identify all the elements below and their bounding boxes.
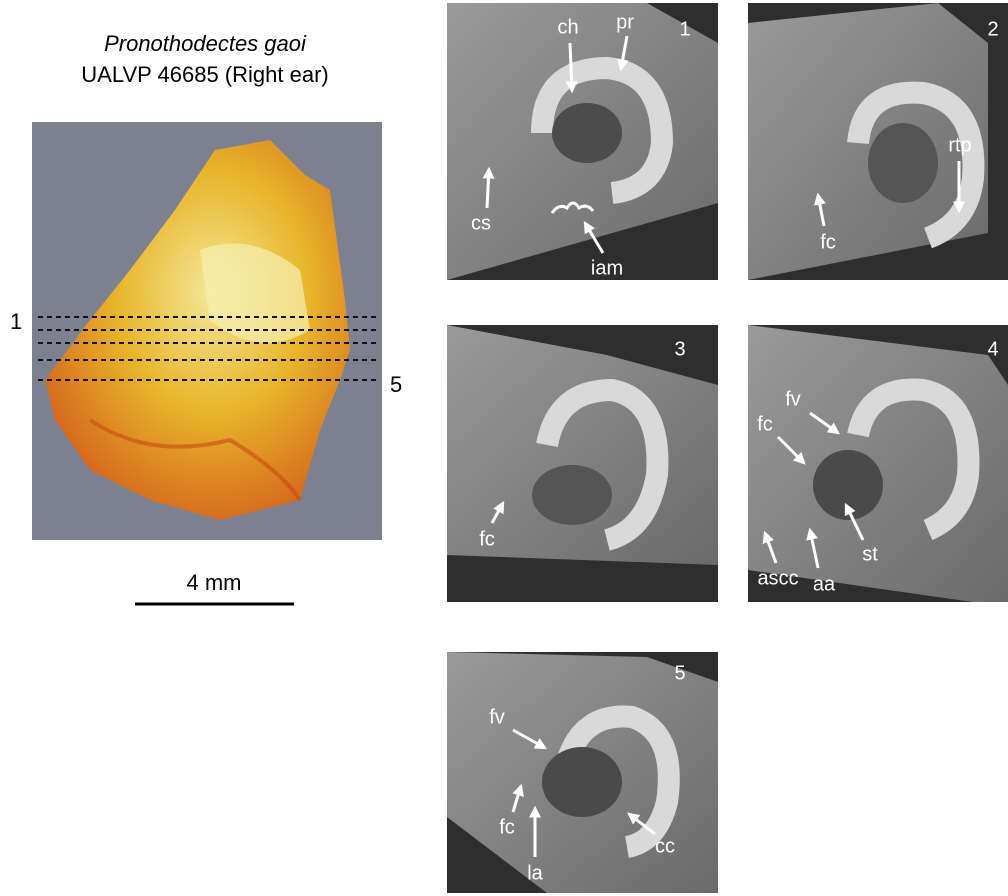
slice-label: 1 bbox=[10, 309, 22, 334]
label: st bbox=[862, 543, 878, 565]
figure: Pronothodectes gaoi UALVP 46685 (Right e… bbox=[0, 0, 1008, 896]
ct-panel: 2 rtp fc bbox=[748, 3, 1008, 280]
label: cs bbox=[471, 212, 491, 234]
ct-panel: 5 fv fc la cc bbox=[447, 652, 718, 893]
label: ascc bbox=[757, 567, 798, 589]
label: ch bbox=[557, 16, 578, 38]
label: fc bbox=[820, 231, 836, 253]
catalog: UALVP 46685 (Right ear) bbox=[81, 62, 328, 87]
label: fv bbox=[785, 388, 801, 410]
label: pr bbox=[616, 11, 634, 33]
slice-label: 5 bbox=[390, 372, 402, 397]
label: la bbox=[527, 862, 543, 884]
label: fc bbox=[499, 816, 515, 838]
label: aa bbox=[813, 573, 836, 595]
panel-number: 1 bbox=[679, 18, 690, 40]
label: rtp bbox=[948, 134, 971, 156]
ct-panel: 3 fc bbox=[447, 325, 718, 607]
ct-panel: 1 ch pr cs iam bbox=[447, 3, 718, 280]
ct-panel: 4 fv fc st ascc aa bbox=[748, 325, 1008, 607]
panel-number: 5 bbox=[674, 662, 685, 684]
label: fc bbox=[757, 413, 773, 435]
label: fc bbox=[479, 528, 495, 550]
label: fv bbox=[489, 706, 505, 728]
label: cc bbox=[655, 835, 675, 857]
panel-number: 2 bbox=[987, 18, 998, 40]
taxon: Pronothodectes gaoi bbox=[104, 31, 307, 56]
label: iam bbox=[591, 257, 623, 279]
panel-number: 4 bbox=[987, 338, 998, 360]
panel-number: 3 bbox=[674, 338, 685, 360]
scale-bar-label: 4 mm bbox=[187, 570, 242, 595]
